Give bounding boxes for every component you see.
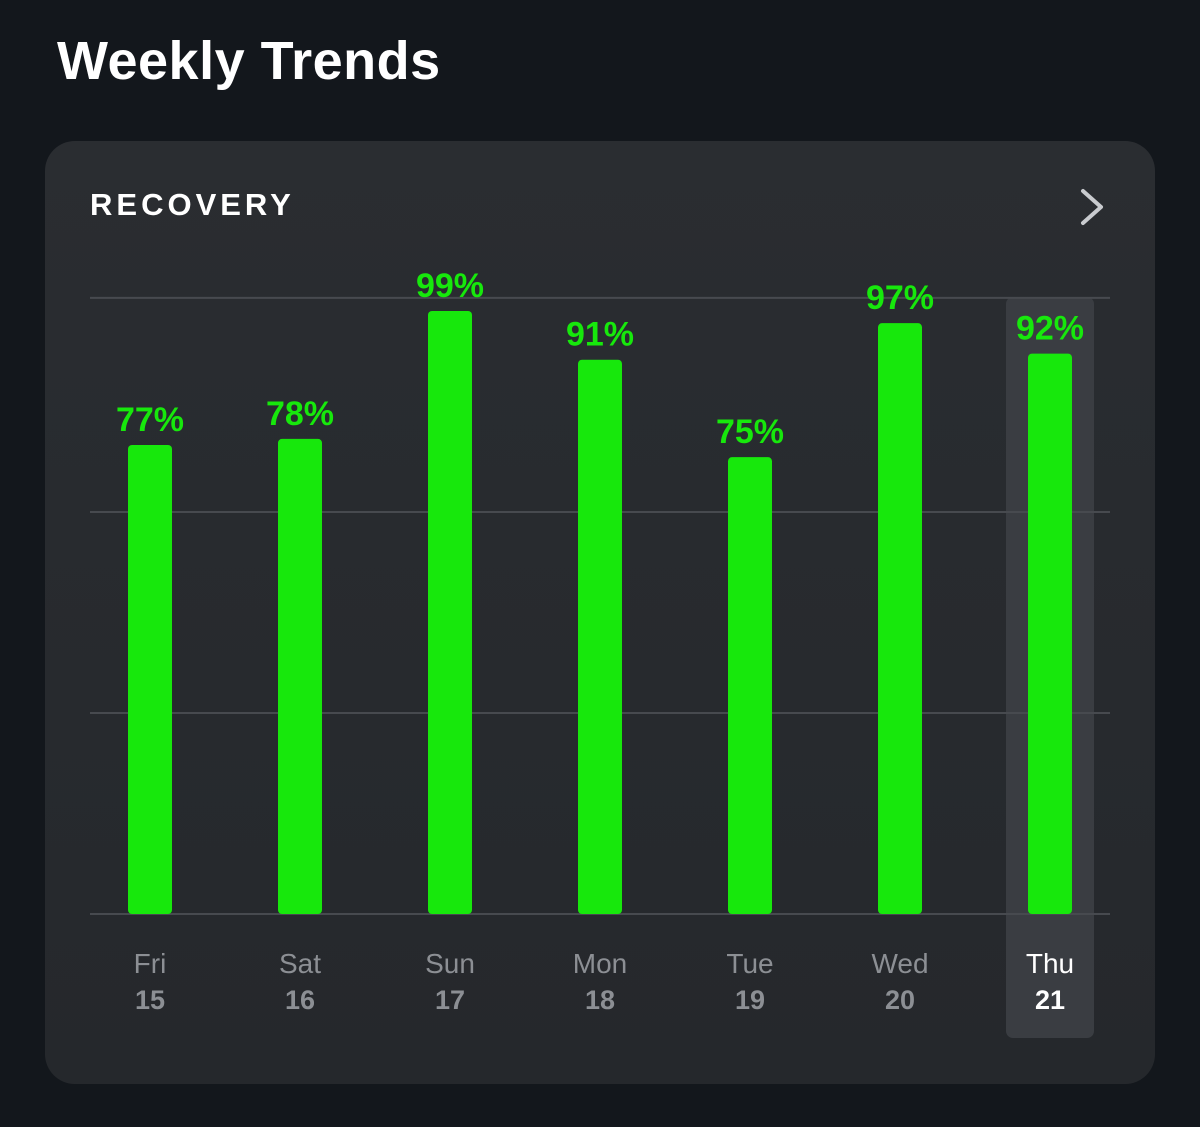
bar-value-label: 99% (416, 267, 484, 305)
bar-mon[interactable] (578, 359, 622, 914)
day-label[interactable]: Thu (1026, 948, 1074, 979)
bar-value-label: 75% (716, 413, 784, 451)
bar-sat[interactable] (278, 438, 322, 914)
date-label[interactable]: 19 (735, 985, 765, 1015)
recovery-bar-chart: 77% Fri 15 78% Sat 16 99% Sun 17 91% Mon 18 75% Tue 19… (90, 267, 1110, 1038)
bar-wed[interactable] (878, 323, 922, 914)
card-label: RECOVERY (90, 187, 295, 222)
bar-value-label: 77% (116, 401, 184, 439)
day-label[interactable]: Tue (726, 948, 773, 979)
date-label[interactable]: 17 (435, 985, 465, 1015)
chevron-right-icon[interactable] (1073, 185, 1109, 229)
date-label[interactable]: 15 (135, 985, 165, 1015)
bar-fri[interactable] (128, 445, 172, 914)
bar-value-label: 92% (1016, 310, 1084, 348)
day-label[interactable]: Fri (134, 948, 167, 979)
page-title: Weekly Trends (57, 31, 441, 91)
recovery-card[interactable]: RECOVERY 77% Fri 15 78% Sat 16 99% Sun 17 91% Mon 1… (45, 141, 1155, 1084)
day-label[interactable]: Wed (871, 948, 928, 979)
date-label[interactable]: 21 (1035, 985, 1065, 1015)
bar-value-label: 91% (566, 316, 634, 354)
bar-tue[interactable] (728, 457, 772, 914)
bar-value-label: 78% (266, 395, 334, 433)
bar-sun[interactable] (428, 311, 472, 914)
bar-value-label: 97% (866, 279, 934, 317)
date-label[interactable]: 16 (285, 985, 315, 1015)
day-label[interactable]: Mon (573, 948, 627, 979)
bar-thu[interactable] (1028, 353, 1072, 914)
day-label[interactable]: Sun (425, 948, 475, 979)
date-label[interactable]: 20 (885, 985, 915, 1015)
day-label[interactable]: Sat (279, 948, 321, 979)
date-label[interactable]: 18 (585, 985, 615, 1015)
